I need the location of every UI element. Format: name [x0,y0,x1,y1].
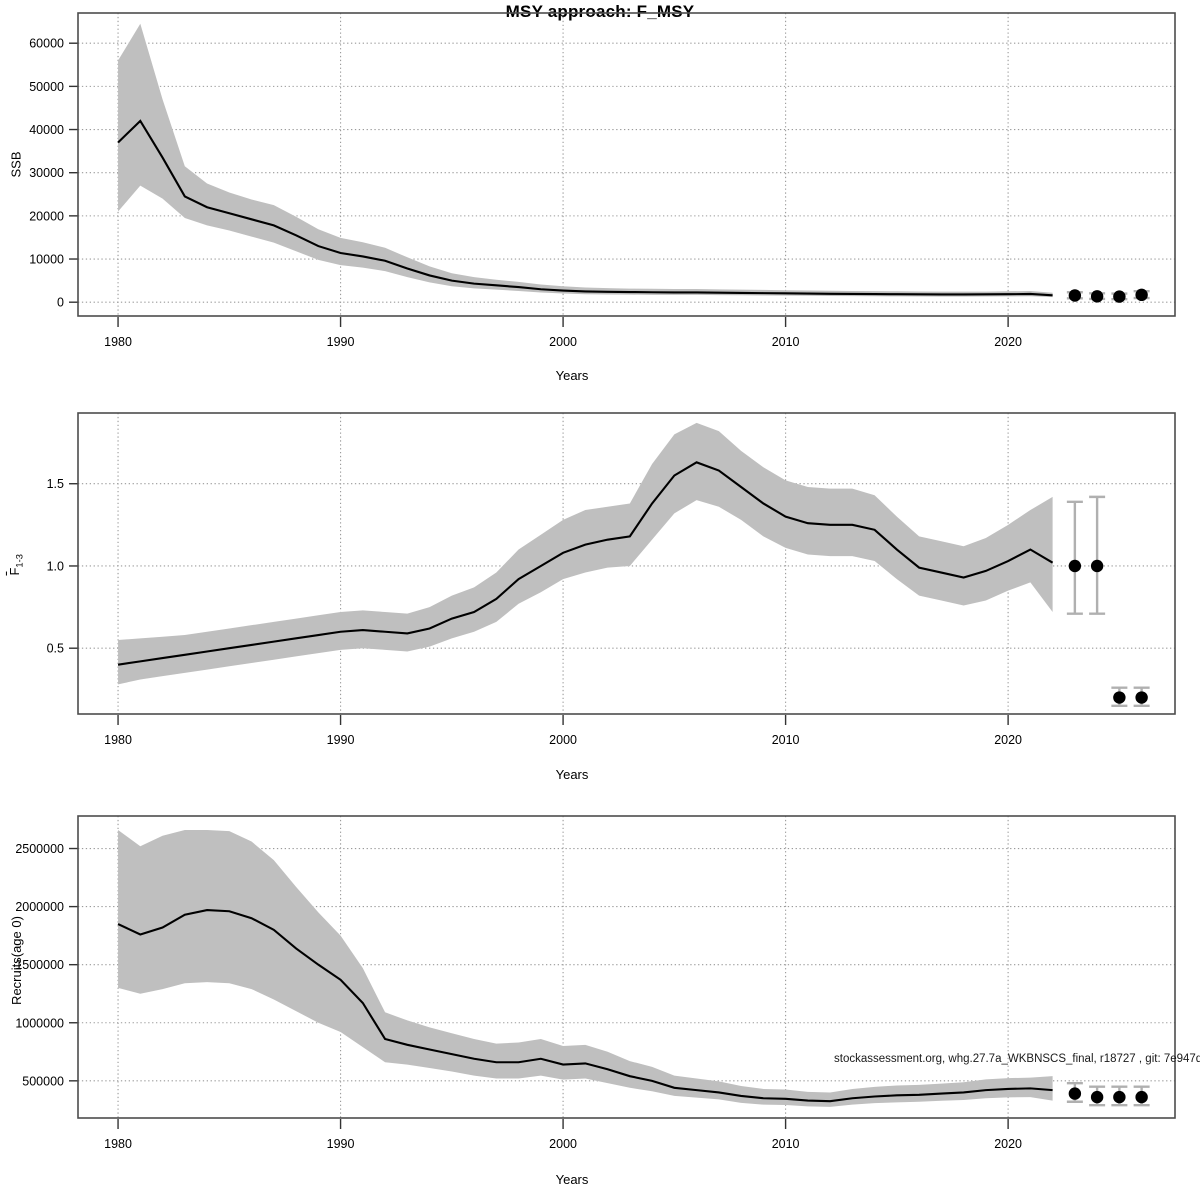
recruits-plot: 500000 1000000 1500000 2000000 2500000 1980 19… [15,815,1176,1151]
plot-frame [77,412,1176,715]
x-axis-tick-label: 2010 [772,335,800,349]
forecast-point [1090,1090,1104,1104]
estimate-line [117,461,1054,666]
y-axis-tick-label: 0.5 [47,642,64,656]
forecast-point [1090,290,1104,303]
ssb-y-axis-label-container: SSB [0,151,136,177]
recruits-y-axis-label: Recruits(age 0) [8,915,24,1005]
forecast-point [1068,1087,1082,1100]
x-axis-tick-label: 2020 [994,335,1022,349]
ssb-plot: 0 10000 20000 30000 40000 50000 60000 1980 1990 2… [29,12,1176,349]
y-axis-tick-label: 0 [57,296,64,310]
x-axis-tick-label: 1980 [104,335,132,349]
forecast-point [1068,289,1082,302]
recruits-x-axis-label: Years [555,1172,589,1187]
fbar-symbol: F [7,567,23,576]
y-axis-tick-label: 1500000 [15,958,64,972]
fbar-y-axis-label: F1-3 [7,554,25,575]
x-axis-tick-label: 2010 [772,733,800,747]
y-axis-tick-label: 1.0 [47,559,64,573]
x-axis-tick-label: 2000 [549,335,577,349]
forecast-point [1135,1090,1148,1104]
x-axis-tick-label: 1980 [104,733,132,747]
forecast-point [1113,691,1126,704]
x-axis-tick-label: 2000 [549,1137,577,1151]
y-axis-tick-label: 20000 [29,209,64,223]
fbar-y-axis-label-container: F1-3 [0,554,136,575]
x-axis-tick-label: 2000 [549,733,577,747]
confidence-ribbon [118,23,1053,298]
ssb-x-axis-label: Years [555,368,589,383]
x-axis-tick-label: 1990 [327,733,355,747]
forecast-point [1090,559,1104,573]
page-title: MSY approach: F_MSY [505,2,695,21]
x-axis-tick-label: 2020 [994,733,1022,747]
forecast-point [1113,1090,1126,1104]
watermark-text: stockassessment.org, whg.27.7a_WKBNSCS_f… [834,1053,1200,1065]
y-axis-tick-label: 1.5 [47,477,64,491]
fbar-subscript: 1-3 [14,554,25,568]
y-axis-tick-label: 30000 [29,166,64,180]
plot-frame [77,12,1176,317]
x-axis-tick-label: 2020 [994,1137,1022,1151]
plot-frame [77,815,1176,1119]
panel-fbar: 0.5 1.0 1.5 1980 1990 2000 2010 2020 F1-3 Years [0,396,1200,790]
ssb-y-axis-label: SSB [8,150,24,178]
y-axis-tick-label: 1000000 [15,1016,64,1030]
y-axis-tick-label: 60000 [29,37,64,51]
fbar-plot: 0.5 1.0 1.5 1980 1990 2000 2010 2020 [47,412,1176,747]
y-axis-tick-label: 50000 [29,80,64,94]
x-axis-tick-label: 1980 [104,1137,132,1151]
x-axis-tick-label: 1990 [327,1137,355,1151]
forecast-point [1068,559,1082,573]
forecast-point [1135,288,1148,302]
panel-recruits: 500000 1000000 1500000 2000000 2500000 1980 19… [0,796,1200,1200]
fbar-x-axis-label: Years [555,767,589,782]
estimate-line [117,909,1053,1103]
forecast-point [1135,691,1148,704]
y-axis-tick-label: 2500000 [15,842,64,856]
x-axis-tick-label: 1990 [327,335,355,349]
estimate-line [117,119,1053,297]
confidence-ribbon [118,422,1053,685]
y-axis-tick-label: 2000000 [15,900,64,914]
recruits-y-axis-label-container: Recruits(age 0) [0,916,136,1005]
y-axis-tick-label: 10000 [29,253,64,267]
x-axis-tick-label: 2010 [772,1137,800,1151]
y-axis-tick-label: 40000 [29,123,64,137]
panel-ssb: 0 10000 20000 30000 40000 50000 60000 1980 1990 2… [0,0,1200,390]
y-axis-tick-label: 500000 [22,1074,64,1088]
confidence-ribbon [118,829,1053,1107]
forecast-point [1113,290,1126,303]
